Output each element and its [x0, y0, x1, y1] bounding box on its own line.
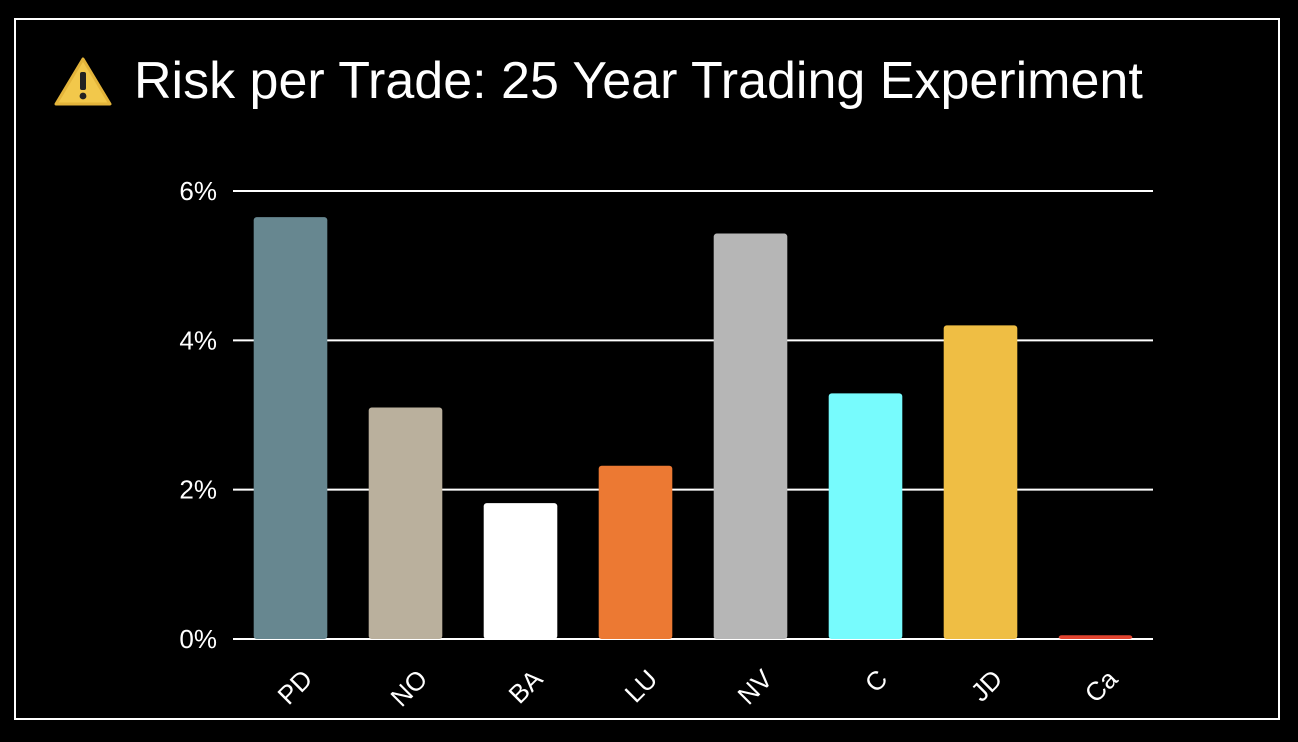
bar-no	[368, 407, 443, 639]
y-axis-tick-labels: 0% 2% 4% 6%	[179, 176, 217, 654]
x-tick-label: JD	[965, 664, 1009, 708]
y-tick-label: 4%	[179, 325, 217, 355]
x-tick-label: C	[859, 664, 893, 698]
bar-ca	[1058, 635, 1133, 639]
x-tick-label: PD	[272, 664, 319, 711]
chart-title: Risk per Trade: 25 Year Trading Experime…	[134, 52, 1143, 110]
chart-frame	[14, 18, 1280, 720]
bar-c	[828, 393, 903, 639]
x-tick-label: BA	[503, 663, 549, 709]
x-tick-label: NV	[732, 663, 779, 710]
chart-title-row: Risk per Trade: 25 Year Trading Experime…	[54, 46, 1143, 116]
bar-lu	[598, 465, 673, 639]
x-tick-label: NO	[385, 664, 434, 713]
y-tick-label: 6%	[179, 176, 217, 206]
x-axis-tick-labels: PD NO BA LU NV C JD Ca	[272, 663, 1124, 712]
x-tick-label: LU	[619, 664, 664, 709]
y-tick-label: 0%	[179, 624, 217, 654]
bar-nv	[713, 233, 788, 639]
bar-ba	[483, 503, 558, 639]
bars	[253, 217, 1133, 639]
warning-icon	[54, 57, 112, 106]
y-tick-label: 2%	[179, 475, 217, 505]
x-tick-label: Ca	[1079, 663, 1124, 708]
bar-pd	[253, 217, 328, 639]
bar-jd	[943, 325, 1018, 639]
